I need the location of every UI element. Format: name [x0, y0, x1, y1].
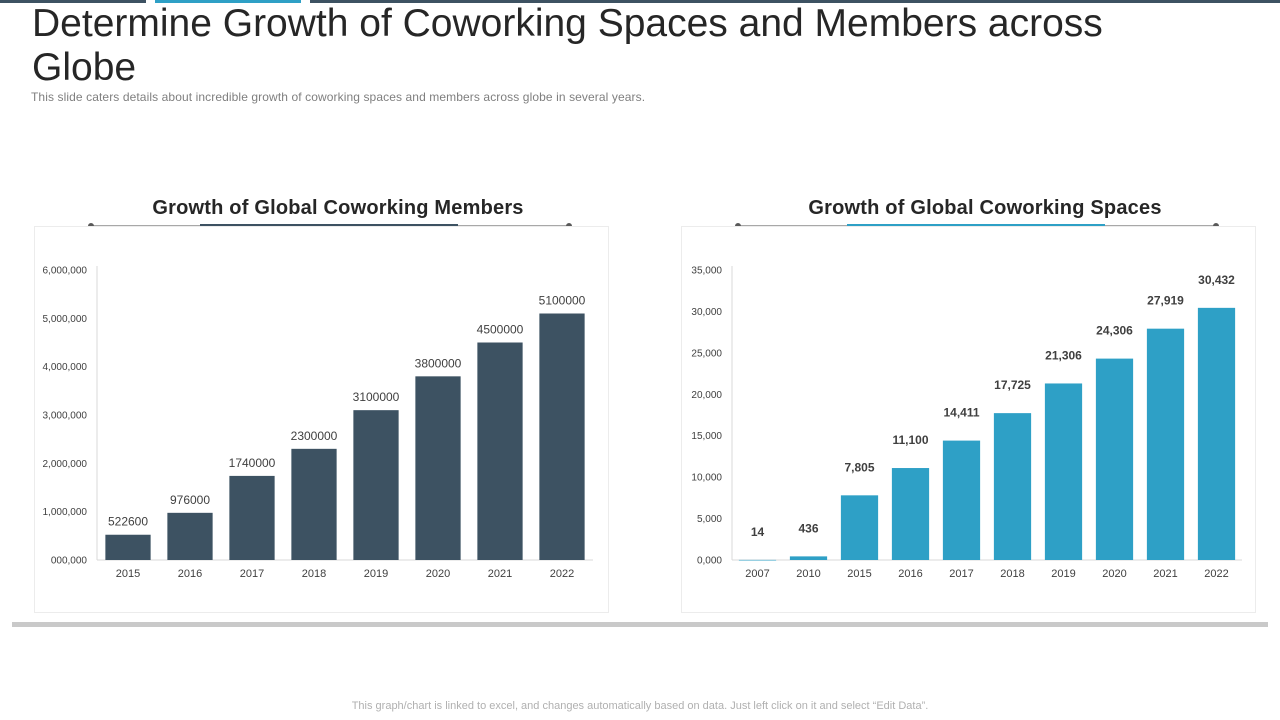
members-bar [539, 313, 585, 560]
spaces-data-label: 14 [751, 525, 765, 539]
members-data-label: 522600 [108, 515, 148, 529]
members-chart-panel: 000,000 1,000,000 2,000,000 3,000,000 4,000,… [34, 226, 609, 613]
spaces-data-label: 27,919 [1147, 294, 1184, 308]
bottom-divider [12, 622, 1268, 627]
members-y-tick-label: 4,000,000 [43, 362, 88, 373]
members-x-tick-label: 2015 [116, 568, 140, 580]
members-y-tick-label: 5,000,000 [43, 314, 88, 325]
members-bar [291, 448, 337, 560]
spaces-y-tick-label: 5,000 [697, 514, 722, 525]
members-y-tick-label: 6,000,000 [43, 266, 88, 277]
members-bar [415, 376, 461, 560]
spaces-data-label: 30,432 [1198, 273, 1235, 287]
top-accent-bar-3 [310, 0, 1280, 3]
members-x-tick-label: 2019 [364, 568, 388, 580]
members-bar [229, 475, 275, 560]
spaces-x-tick-label: 2018 [1000, 568, 1024, 580]
spaces-data-label: 436 [798, 521, 818, 535]
spaces-data-label: 7,805 [844, 460, 874, 474]
members-y-tick-label: 3,000,000 [43, 411, 88, 422]
spaces-bar [1146, 328, 1185, 560]
spaces-x-tick-label: 2007 [745, 568, 769, 580]
members-data-label: 976000 [170, 493, 210, 507]
members-x-tick-label: 2022 [550, 568, 574, 580]
spaces-bar-chart: 0,000 5,000 10,000 15,000 20,000 25,000 30,000… [691, 266, 1242, 580]
top-accent-bar-2 [155, 0, 301, 3]
spaces-y-tick-label: 20,000 [691, 390, 722, 401]
members-bar [105, 534, 151, 560]
spaces-y-tick-label: 0,000 [697, 556, 722, 567]
members-data-label: 3800000 [415, 356, 462, 370]
members-y-tick-label: 2,000,000 [43, 459, 88, 470]
spaces-data-label: 14,411 [943, 406, 979, 420]
spaces-bar [840, 495, 879, 560]
spaces-chart-panel: 0,000 5,000 10,000 15,000 20,000 25,000 30,000… [681, 226, 1256, 613]
members-data-label: 2300000 [291, 429, 338, 443]
spaces-x-tick-label: 2017 [949, 568, 973, 580]
spaces-bar [891, 468, 930, 560]
spaces-data-label: 11,100 [892, 433, 928, 447]
spaces-chart-title: Growth of Global Coworking Spaces [808, 197, 1162, 219]
spaces-data-label: 17,725 [994, 378, 1031, 392]
spaces-bar [1197, 307, 1236, 560]
spaces-bar [789, 556, 828, 560]
spaces-x-tick-label: 2015 [847, 568, 871, 580]
spaces-x-tick-label: 2010 [796, 568, 820, 580]
spaces-bar [738, 559, 777, 561]
top-accent-bar-1 [0, 0, 146, 3]
spaces-y-tick-label: 35,000 [691, 266, 722, 277]
footer-note: This graph/chart is linked to excel, and… [351, 700, 929, 712]
spaces-x-tick-label: 2022 [1204, 568, 1228, 580]
slide-title: Determine Growth of Coworking Spaces and… [32, 2, 1103, 89]
members-y-tick-label: 1,000,000 [43, 507, 88, 518]
slide-subtitle: This slide caters details about incredib… [31, 90, 646, 104]
members-data-label: 5100000 [539, 294, 586, 308]
members-x-tick-label: 2021 [488, 568, 512, 580]
members-x-tick-label: 2018 [302, 568, 326, 580]
spaces-x-tick-label: 2021 [1153, 568, 1177, 580]
spaces-y-tick-label: 10,000 [691, 473, 722, 484]
spaces-bar [1044, 383, 1083, 560]
spaces-y-tick-label: 15,000 [691, 431, 722, 442]
spaces-bar [993, 413, 1032, 560]
spaces-bar [1095, 358, 1134, 560]
spaces-bar [942, 440, 981, 560]
spaces-y-tick-label: 25,000 [691, 348, 722, 359]
members-x-tick-label: 2017 [240, 568, 264, 580]
members-bar-chart: 000,000 1,000,000 2,000,000 3,000,000 4,000,… [43, 266, 593, 580]
spaces-x-tick-label: 2020 [1102, 568, 1126, 580]
members-bar [477, 342, 523, 560]
members-data-label: 3100000 [353, 390, 400, 404]
spaces-x-tick-label: 2019 [1051, 568, 1075, 580]
members-data-label: 4500000 [477, 323, 524, 337]
spaces-data-label: 24,306 [1096, 324, 1133, 338]
members-data-label: 1740000 [229, 456, 276, 470]
members-bar [167, 512, 213, 560]
members-x-tick-label: 2020 [426, 568, 450, 580]
members-chart-title: Growth of Global Coworking Members [152, 197, 524, 219]
spaces-data-label: 21,306 [1045, 348, 1082, 362]
members-bar [353, 410, 399, 560]
members-x-tick-label: 2016 [178, 568, 202, 580]
members-y-tick-label: 000,000 [51, 556, 88, 567]
spaces-y-tick-label: 30,000 [691, 307, 722, 318]
spaces-x-tick-label: 2016 [898, 568, 922, 580]
